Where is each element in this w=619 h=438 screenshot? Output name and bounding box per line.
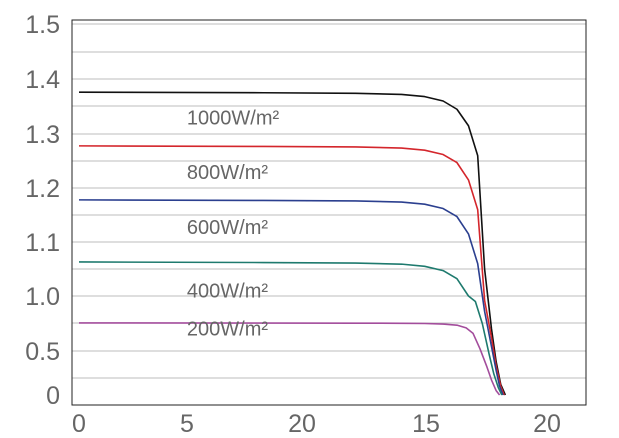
x-tick-label: 5 (180, 410, 194, 438)
y-tick-label: 1.3 (25, 121, 60, 149)
curve-label: 800W/m² (187, 162, 268, 184)
series-lines (78, 91, 507, 396)
y-tick-label: 1.1 (25, 229, 60, 257)
series-line-2 (78, 199, 504, 396)
series-line-3 (78, 261, 503, 396)
curve-label: 400W/m² (187, 281, 268, 303)
y-tick-label: 0 (46, 382, 60, 410)
x-tick-label: 15 (412, 410, 440, 438)
series-line-1 (78, 145, 505, 396)
series-line-0 (78, 91, 507, 396)
y-tick-label: 1.4 (25, 66, 60, 94)
series-line-4 (78, 322, 501, 396)
x-tick-label: 20 (533, 410, 561, 438)
y-axis-tick-labels: 0 0.5 1.0 1.1 1.2 1.3 1.4 1.5 (25, 11, 60, 410)
x-axis-tick-labels: 0 5 20 15 20 (72, 410, 561, 438)
curve-label: 1000W/m² (187, 108, 280, 130)
x-tick-label: 20 (288, 410, 316, 438)
curve-label: 200W/m² (187, 318, 268, 340)
curve-labels: 1000W/m² 800W/m² 600W/m² 400W/m² 200W/m² (187, 108, 280, 341)
plot-area-frame (71, 19, 587, 406)
curve-label: 600W/m² (187, 217, 268, 239)
x-tick-label: 0 (72, 410, 86, 438)
y-tick-label: 1.5 (25, 11, 60, 39)
y-tick-label: 1.0 (25, 283, 60, 311)
y-tick-label: 1.2 (25, 175, 60, 203)
y-tick-label: 0.5 (25, 338, 60, 366)
